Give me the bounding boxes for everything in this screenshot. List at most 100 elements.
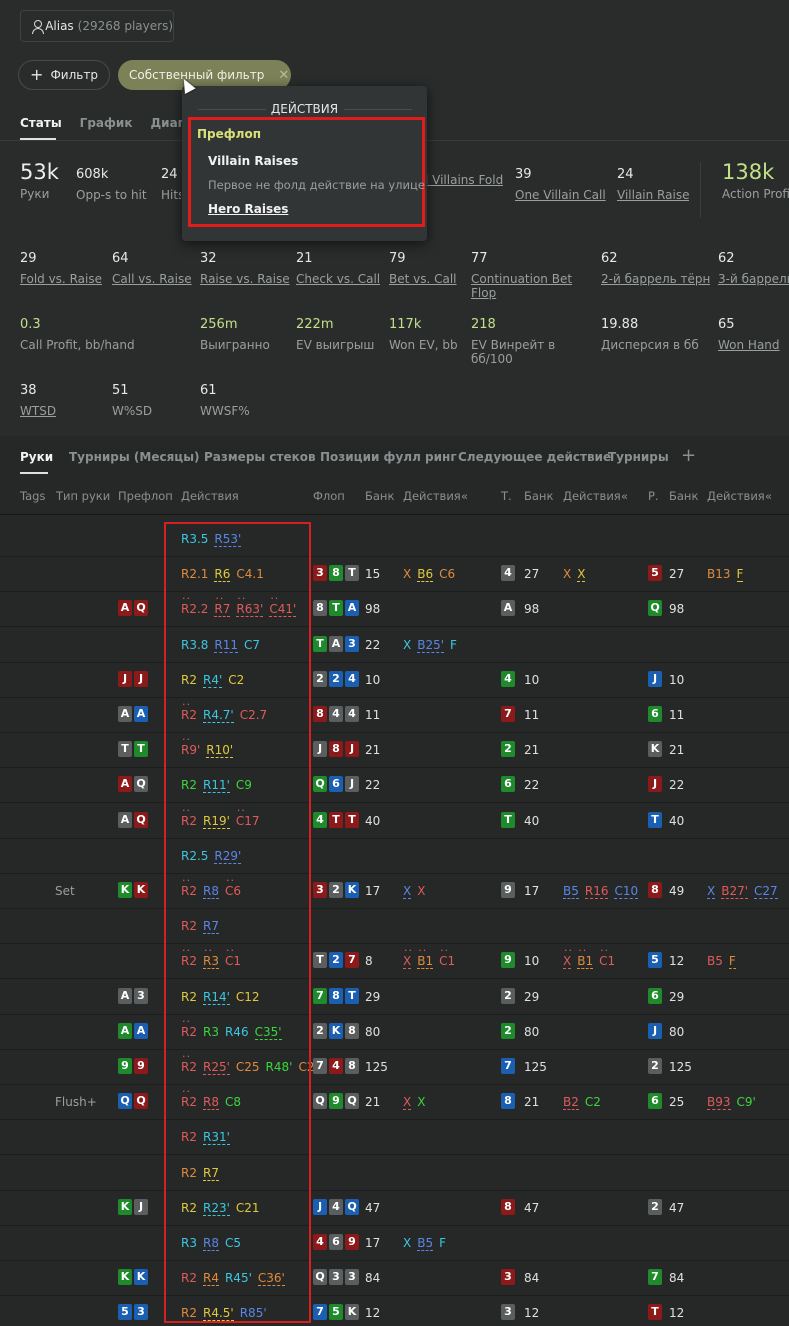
stat-check-vs-call[interactable]: 21 Check vs. Call <box>296 251 380 286</box>
stat-label[interactable]: Continuation Bet <box>471 272 573 286</box>
stat-value: 218 <box>471 317 496 332</box>
card: Q <box>134 776 148 793</box>
collapse-icon[interactable]: « <box>621 489 629 503</box>
stat-label[interactable]: One Villain Call <box>515 188 606 202</box>
alias-selector[interactable]: Alias (29268 players) <box>20 10 174 42</box>
table-row[interactable]: R3.5 R53' <box>0 522 789 557</box>
stat-label: W%SD <box>112 404 153 418</box>
table-row[interactable]: R3.8 R11 C7 T A 3 22 X B25' F <box>0 628 789 663</box>
action: B6 <box>417 567 434 583</box>
menu-item-hero-raises[interactable]: Hero Raises <box>208 202 289 216</box>
stat-label[interactable]: l Villains Fold <box>425 173 504 187</box>
col-bank[interactable]: Банк <box>524 489 554 503</box>
stat-all-villains-fold[interactable]: l Villains Fold <box>425 167 503 187</box>
stat-label[interactable]: Bet vs. Call <box>389 272 457 286</box>
col-flop[interactable]: Флоп <box>313 489 345 503</box>
stat-second-barrel[interactable]: 62 2-й баррель тёрн <box>601 251 710 286</box>
stat-label[interactable]: 2-й баррель тёрн <box>601 272 711 286</box>
col-preflop[interactable]: Префлоп <box>118 489 173 503</box>
stat-continuation-bet[interactable]: 77 Continuation Bet Flop <box>471 251 572 300</box>
col-river[interactable]: Р. <box>648 489 659 503</box>
custom-filter-chip[interactable]: Собственный фильтр ✕ <box>118 60 291 90</box>
col-river-actions[interactable]: Действия <box>707 489 765 503</box>
action: C17 <box>236 801 260 828</box>
stat-bet-vs-call[interactable]: 79 Bet vs. Call <box>389 251 457 286</box>
col-bank[interactable]: Банк <box>669 489 699 503</box>
card: J <box>648 670 662 687</box>
stat-label[interactable]: Won Hand <box>718 338 780 352</box>
stat-label[interactable]: Raise vs. Raise <box>200 272 290 286</box>
table-row[interactable]: A Q R2 R11' C9 Q 6 J 22 6 22 J 22 <box>0 768 789 804</box>
card: A <box>134 706 148 722</box>
tab-hands[interactable]: Руки <box>20 450 54 464</box>
stat-value: 62 <box>601 251 618 266</box>
action: R2 <box>181 871 197 898</box>
table-row[interactable]: K J R2 R23' C21 J 4 Q 47 8 47 2 47 <box>0 1191 789 1226</box>
stat-one-villain-call[interactable]: 39 One Villain Call <box>515 167 606 202</box>
table-row[interactable]: R2 R7 <box>0 909 789 945</box>
menu-item-villain-raises[interactable]: Villain Raises <box>208 154 299 168</box>
stat-label[interactable]: Villain Raise <box>617 188 690 202</box>
stat-call-vs-raise[interactable]: 64 Call vs. Raise <box>112 251 192 286</box>
table-row[interactable]: TT R9' R10' J8J 21 2 21 K 21 <box>0 730 789 769</box>
stat-label[interactable]: Fold vs. Raise <box>20 272 102 286</box>
col-hand-type[interactable]: Тип руки <box>56 489 111 503</box>
col-bank[interactable]: Банк <box>365 489 395 503</box>
stat-raise-vs-raise[interactable]: 32 Raise vs. Raise <box>200 251 290 286</box>
table-row[interactable]: R2 R31' <box>0 1120 789 1156</box>
stat-villain-raise[interactable]: 24 Villain Raise <box>617 167 689 202</box>
table-row[interactable]: R2.1 R6 C4.1 3 8 T 15 X B6 C6 4 27 X X 5 27 B13 F <box>0 557 789 593</box>
table-row[interactable]: R2.5 R29' <box>0 839 789 874</box>
stat-label[interactable]: 3-й баррель <box>718 272 789 286</box>
river-bank: 11 <box>669 708 685 722</box>
table-row[interactable]: SetKKR2R8C632K17XX917B5R16C10849XB27'C27 <box>0 871 789 909</box>
river-bank: 21 <box>669 743 685 758</box>
card: T <box>501 811 515 828</box>
stat-won-hand[interactable]: 65 Won Hand <box>718 317 780 352</box>
tab-graph[interactable]: График <box>79 116 133 130</box>
tab-tournaments[interactable]: Турниры <box>608 450 669 464</box>
stat-label[interactable]: Call vs. Raise <box>112 272 192 286</box>
table-row[interactable]: A 3 R2 R14' C12 7 8 T 29 2 29 6 29 <box>0 980 789 1015</box>
card: 3 <box>501 1304 515 1321</box>
stat-label-line2[interactable]: Flop <box>471 286 497 300</box>
action: R31' <box>202 1130 230 1146</box>
close-icon[interactable]: ✕ <box>278 67 290 83</box>
col-turn[interactable]: Т. <box>501 489 512 503</box>
tab-tournaments-months[interactable]: Турниры (Месяцы) <box>69 450 200 464</box>
table-row[interactable]: Flush+QQR2R8C8Q9Q21XX821B2C2625B93C9' <box>0 1082 789 1121</box>
stat-third-barrel[interactable]: 62 3-й баррель <box>718 251 789 286</box>
col-turn-actions[interactable]: Действия <box>563 489 621 503</box>
stat-fold-vs-raise[interactable]: 29 Fold vs. Raise <box>20 251 102 286</box>
add-tab-button[interactable]: + <box>681 445 697 466</box>
stat-label[interactable]: Check vs. Call <box>296 272 381 286</box>
card: 6 <box>648 1093 662 1110</box>
action: R2 <box>181 1130 197 1145</box>
stat-label[interactable]: WTSD <box>20 404 57 418</box>
table-row[interactable]: J J R2 R4' C2 2 2 4 10 4 10 J 10 <box>0 663 789 698</box>
col-actions[interactable]: Действия <box>181 489 239 503</box>
card: A <box>118 776 132 793</box>
action: X <box>577 567 586 583</box>
table-row[interactable]: R2 R7 <box>0 1156 789 1191</box>
tab-fullring-positions[interactable]: Позиции фулл ринг <box>320 450 457 464</box>
action: R7 <box>202 919 219 935</box>
table-row[interactable]: K K R2 R4 R45' C36' Q 3 3 84 3 84 7 84 <box>0 1261 789 1297</box>
table-row[interactable]: R3 R8 C5 4 6 9 17 X B5 F <box>0 1226 789 1261</box>
stat-wtsd[interactable]: 38 WTSD <box>20 383 56 418</box>
collapse-icon[interactable]: « <box>461 489 469 503</box>
table-row[interactable]: R2R3C1T278XB1C1910XB1C1512B5F <box>0 941 789 980</box>
tab-stack-sizes[interactable]: Размеры стеков <box>204 450 316 464</box>
col-flop-actions[interactable]: Действия <box>403 489 461 503</box>
add-filter-button[interactable]: + Фильтр <box>18 60 110 90</box>
tab-next-action[interactable]: Следующее действие <box>458 450 612 464</box>
col-tags[interactable]: Tags <box>20 489 46 503</box>
table-row[interactable]: 5 3 R2 R4.5' R85' 7 5 K 12 3 12 T 12 <box>0 1296 789 1326</box>
tab-stats[interactable]: Статы <box>20 116 62 130</box>
collapse-icon[interactable]: « <box>765 489 773 503</box>
